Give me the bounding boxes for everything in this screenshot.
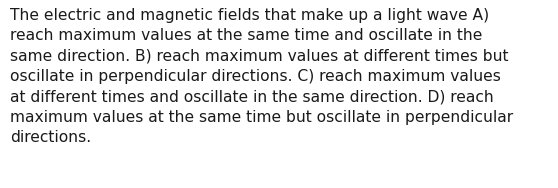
Text: The electric and magnetic fields that make up a light wave A)
reach maximum valu: The electric and magnetic fields that ma… — [10, 8, 513, 145]
